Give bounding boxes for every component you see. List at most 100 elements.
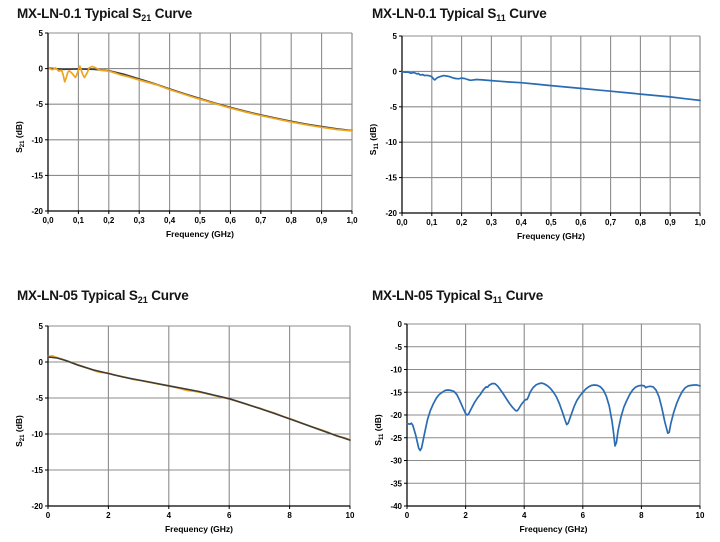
- y-tick-label: 5: [393, 32, 398, 41]
- y-axis-title-post: (dB): [373, 414, 383, 434]
- chart-title: MX-LN-05 Typical S11 Curve: [372, 288, 544, 305]
- x-tick-label: 0,2: [456, 218, 468, 227]
- y-axis-title-post: (dB): [14, 121, 24, 141]
- x-tick-label: 0,7: [255, 216, 267, 225]
- chart-title-pre: MX-LN-0.1 Typical S: [372, 6, 497, 21]
- x-tick-label: 6: [581, 511, 586, 520]
- y-axis-title-pre: S: [373, 440, 383, 446]
- x-tick-label: 0,0: [396, 218, 408, 227]
- y-tick-label: -10: [390, 366, 402, 375]
- x-tick-label: 0,6: [575, 218, 587, 227]
- x-tick-label: 0,7: [605, 218, 617, 227]
- y-tick-label: -20: [385, 209, 397, 218]
- y-axis-title-subscript: 21: [20, 140, 26, 147]
- plot-mx-ln-01-s21: 0,0 0,1 0,2 0,3 0,4 0,5 0,6 0,7 0,8 0,9 1,0 5 0 -5 -10…: [14, 29, 358, 239]
- x-axis-title: Frequency (GHz): [166, 229, 234, 239]
- chart-title-subscript: 21: [141, 13, 152, 23]
- plot-mx-ln-01-s11: 0,0 0,1 0,2 0,3 0,4 0,5 0,6 0,7 0,8 0,9 1,0 5 0 -5 -10…: [368, 32, 706, 241]
- plot-mx-ln-05-s11: 0 2 4 6 8 10 0 -5 -10 -15 -20 -25 -30 -35 -40 Frequency…: [373, 320, 705, 534]
- y-axis-title-subscript: 21: [20, 434, 26, 441]
- chart-title-post: Curve: [502, 288, 544, 303]
- s11-measured-curve: [401, 70, 701, 102]
- y-tick-label: -5: [36, 394, 44, 403]
- chart-title-subscript: 11: [492, 295, 503, 305]
- y-tick-label: -15: [31, 171, 43, 180]
- x-axis-title: Frequency (GHz): [165, 524, 233, 534]
- y-tick-label: -10: [31, 430, 43, 439]
- chart-title-subscript: 21: [137, 295, 148, 305]
- y-axis-title: S21 (dB): [14, 415, 26, 447]
- x-tick-label: 0,3: [486, 218, 498, 227]
- y-axis-title-subscript: 11: [374, 143, 380, 150]
- chart-title-post: Curve: [505, 6, 547, 21]
- y-tick-label: 5: [39, 322, 44, 331]
- y-tick-label: -10: [31, 136, 43, 145]
- y-tick-label: -20: [31, 502, 43, 511]
- x-tick-label: 8: [287, 511, 292, 520]
- chart-title-pre: MX-LN-0.1 Typical S: [17, 6, 142, 21]
- y-axis-title: S11 (dB): [368, 124, 380, 156]
- chart-mx-ln-01-s21: MX-LN-0.1 Typical S21 Curve 0,0 0,1 0,2 0,3…: [0, 0, 360, 271]
- y-axis-title-pre: S: [14, 147, 24, 153]
- x-tick-label: 0,8: [286, 216, 298, 225]
- x-tick-label: 0,5: [194, 216, 206, 225]
- y-tick-label: -30: [390, 457, 402, 466]
- x-tick-label: 4: [167, 511, 172, 520]
- chart-mx-ln-05-s21: MX-LN-05 Typical S21 Curve 0 2 4 6 8 10 5 0 -5 -1…: [0, 271, 360, 542]
- s21-measured-curve: [48, 65, 353, 132]
- chart-title-post: Curve: [147, 288, 189, 303]
- y-tick-label: -40: [390, 502, 402, 511]
- x-tick-label: 2: [106, 511, 111, 520]
- x-tick-label: 10: [346, 511, 355, 520]
- y-axis-title: S21 (dB): [14, 121, 26, 153]
- x-tick-label: 0,1: [426, 218, 438, 227]
- chart-title-post: Curve: [151, 6, 193, 21]
- chart-mx-ln-01-s11: MX-LN-0.1 Typical S11 Curve 0,0 0,1 0,2 0,3…: [360, 0, 720, 271]
- x-tick-label: 8: [639, 511, 644, 520]
- y-tick-label: 0: [398, 320, 403, 329]
- s21-reference-curve: [47, 356, 351, 441]
- x-axis-title: Frequency (GHz): [517, 231, 585, 241]
- y-tick-label: 5: [39, 29, 44, 38]
- y-axis-title-pre: S: [368, 149, 378, 155]
- x-tick-label: 6: [227, 511, 232, 520]
- y-tick-label: -20: [31, 207, 43, 216]
- y-tick-label: -5: [390, 103, 398, 112]
- x-tick-label: 2: [463, 511, 468, 520]
- chart-title-subscript: 11: [496, 13, 506, 23]
- x-tick-label: 0,5: [545, 218, 557, 227]
- chart-title-pre: MX-LN-05 Typical S: [372, 288, 493, 303]
- y-tick-label: -35: [390, 479, 402, 488]
- y-tick-label: -20: [390, 411, 402, 420]
- y-tick-label: -25: [390, 434, 402, 443]
- x-tick-label: 0,6: [225, 216, 237, 225]
- y-axis-title: S11 (dB): [373, 414, 385, 446]
- y-tick-label: -5: [36, 100, 44, 109]
- chart-title: MX-LN-05 Typical S21 Curve: [17, 288, 189, 305]
- y-tick-label: -5: [395, 343, 403, 352]
- y-tick-label: -15: [31, 466, 43, 475]
- x-tick-label: 0,0: [42, 216, 54, 225]
- x-tick-label: 0,9: [316, 216, 328, 225]
- x-tick-label: 0,3: [134, 216, 146, 225]
- x-axis-title: Frequency (GHz): [519, 524, 587, 534]
- chart-title: MX-LN-0.1 Typical S11 Curve: [372, 6, 547, 23]
- x-tick-label: 0,9: [665, 218, 677, 227]
- y-tick-label: -10: [385, 138, 397, 147]
- chart-title-pre: MX-LN-05 Typical S: [17, 288, 138, 303]
- y-tick-label: 0: [39, 65, 44, 74]
- x-tick-label: 0,1: [73, 216, 85, 225]
- x-tick-label: 1,0: [346, 216, 358, 225]
- x-tick-label: 10: [696, 511, 705, 520]
- y-tick-label: 0: [393, 67, 398, 76]
- x-tick-label: 4: [522, 511, 527, 520]
- x-tick-label: 0: [405, 511, 410, 520]
- y-tick-label: -15: [385, 174, 397, 183]
- x-tick-label: 0,8: [635, 218, 647, 227]
- y-axis-title-subscript: 11: [379, 433, 385, 440]
- x-tick-label: 0: [46, 511, 51, 520]
- y-tick-label: 0: [39, 358, 44, 367]
- chart-title: MX-LN-0.1 Typical S21 Curve: [17, 6, 193, 23]
- y-tick-label: -15: [390, 388, 402, 397]
